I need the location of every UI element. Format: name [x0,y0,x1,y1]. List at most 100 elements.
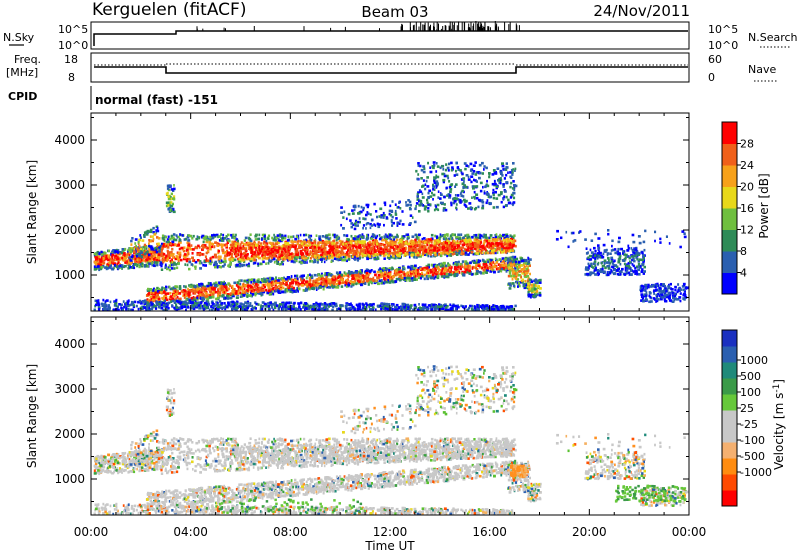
power-cell [417,251,420,255]
power-cell [284,234,287,238]
power-cell [409,245,413,249]
power-cell [394,252,397,256]
power-cell [133,251,136,255]
power-cell [97,265,100,268]
power-cell [239,250,242,253]
power-cell [121,256,124,260]
power-cell [458,237,462,240]
power-cell [260,242,263,245]
power-cell [230,252,234,256]
power-cell [149,240,152,243]
power-cell [398,254,401,258]
power-cell [138,258,141,262]
power-cell [396,245,399,249]
power-cell [148,248,151,251]
power-cell [326,241,329,245]
power-cell [480,234,483,237]
power-cell [375,240,378,243]
power-cell [155,229,158,232]
power-cell [297,256,299,259]
power-cell [340,285,344,288]
power-cell [345,251,349,254]
power-cell [286,250,290,253]
power-cell [214,265,217,269]
power-cell [208,262,212,265]
power-cell [391,246,395,249]
power-cell [408,247,411,250]
power-cell [267,262,270,265]
power-cell [123,259,126,262]
power-cell [266,243,268,247]
power-cell [231,246,234,250]
power-cell [414,275,417,278]
power-cell [319,258,323,261]
power-cell [389,233,392,237]
power-cell [130,239,133,243]
power-cell [134,248,137,251]
power-cell [355,245,358,249]
power-cell [343,258,347,262]
cpid-panel: CPID normal (fast) -151 [8,86,218,110]
power-cell [437,246,440,249]
power-cell [429,245,433,249]
power-cell [253,251,257,254]
power-cell [447,237,450,241]
power-cell [346,237,349,241]
power-cell [415,247,417,251]
power-cell [300,261,303,264]
power-cell [363,245,366,248]
power-cell [264,240,267,244]
power-cell [370,237,374,240]
power-cell [263,253,266,257]
power-cell [188,234,191,237]
power-cell [332,242,335,246]
power-cell [408,248,411,252]
power-cell [276,234,280,237]
power-cell [445,249,449,252]
power-cell [334,250,337,254]
power-cell [497,247,501,251]
power-cell [440,263,442,267]
power-cell [474,236,477,239]
power-cell [242,294,246,297]
power-cell [168,237,172,241]
power-cell [503,241,507,245]
power-cell [444,244,447,247]
power-cell [321,260,323,263]
power-cell [383,248,386,252]
power-cell [410,264,413,268]
power-cell [180,246,184,250]
power-cell [244,246,248,250]
power-cell [413,264,417,268]
power-cell [506,242,509,246]
power-cell [385,267,388,271]
power-cell [196,253,199,256]
power-cell [335,238,338,242]
power-cell [400,249,403,252]
power-cell [167,254,170,258]
power-cell [247,264,251,268]
power-cell [381,243,385,246]
power-cell [486,251,489,255]
power-cell [455,250,458,254]
power-cell [164,266,167,269]
power-cell [358,234,362,237]
power-cell [418,239,421,243]
power-cell [421,237,424,241]
power-cell [230,233,233,237]
power-cell [501,242,505,246]
nsky-spikes [196,21,520,31]
power-data [93,161,689,312]
power-cell [105,257,108,261]
power-cell [390,239,394,243]
power-cell [255,244,258,247]
power-cell [221,260,225,264]
power-cell [239,246,242,250]
power-cell [407,236,410,240]
power-cell [270,242,273,245]
power-cell [427,240,430,243]
power-cell [177,235,180,239]
power-cell [101,262,104,265]
power-cell [318,256,320,260]
power-cell [401,245,404,249]
